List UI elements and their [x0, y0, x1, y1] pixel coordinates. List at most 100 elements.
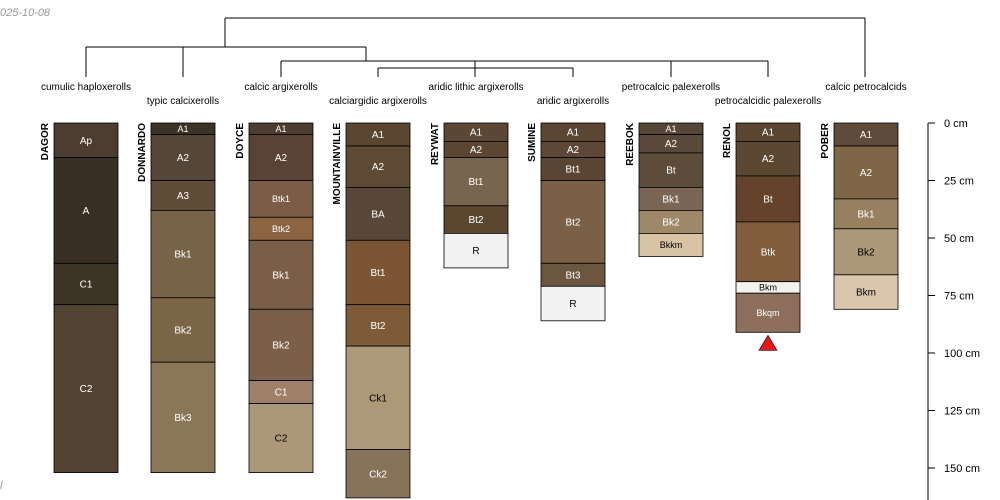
- horizon-label: Bk1: [662, 194, 680, 205]
- horizon-label: Bt1: [565, 165, 580, 176]
- horizon-btk: [735, 221, 801, 283]
- depth-tick-label: 150 cm: [944, 463, 980, 475]
- horizon-label: A3: [177, 191, 190, 202]
- horizon-label: Btk1: [272, 194, 290, 204]
- horizon-label: A2: [470, 145, 483, 156]
- profile-reebok: petrocalcic palexerolls REEBOK A1 A2 Bt Bk1 Bk…: [622, 82, 720, 257]
- profile-sumine: aridic argixerolls SUMINE A1 A2 Bt1 Bt2 Bt3 R: [527, 96, 609, 322]
- horizon-label: Bt1: [370, 268, 385, 279]
- profile-mountainville: calciargidic argixerolls MOUNTAINVILLE A1 A…: [329, 96, 427, 499]
- horizon-bt1: [443, 157, 509, 207]
- profile-name: REYWAT: [430, 123, 441, 165]
- taxon-label: calciargidic argixerolls: [329, 96, 427, 107]
- horizon-label: R: [472, 246, 479, 257]
- horizon-label: A1: [762, 128, 775, 139]
- horizon-label: A1: [665, 124, 676, 134]
- horizon-label: Bt1: [468, 177, 483, 188]
- horizon-bk2: [833, 228, 899, 276]
- horizon-btk1: [248, 180, 314, 218]
- date-stamp: 025-10-08: [0, 7, 51, 19]
- horizon-ap: [53, 122, 119, 158]
- profile-name: DONNARDO: [137, 123, 148, 182]
- horizon-label: Bk2: [174, 326, 192, 337]
- corner-mark: l: [0, 480, 3, 492]
- horizon-r: [540, 285, 606, 322]
- horizon-label: Ck1: [369, 393, 387, 404]
- horizon-bk1: [248, 239, 314, 310]
- profile-pober: calcic petrocalcids POBER A1 A2 Bk1 Bk2 Bkm: [820, 82, 907, 310]
- taxon-label: aridic lithic argixerolls: [428, 82, 523, 93]
- horizon-label: Btk: [761, 247, 776, 258]
- horizon-label: C1: [80, 280, 93, 291]
- horizon-bt2: [345, 304, 411, 347]
- horizon-label: A2: [567, 145, 580, 156]
- horizon-label: A1: [177, 124, 188, 134]
- taxon-label: calcic petrocalcids: [825, 82, 906, 93]
- horizon-ck2: [345, 449, 411, 499]
- horizon-a3: [150, 180, 216, 211]
- depth-tick-label: 100 cm: [944, 348, 980, 360]
- horizon-label: Ck2: [369, 469, 387, 480]
- horizon-label: Bk2: [272, 340, 290, 351]
- horizon-label: A2: [860, 168, 873, 179]
- depth-tick-label: 50 cm: [944, 233, 974, 245]
- profile-name: MOUNTAINVILLE: [332, 123, 343, 205]
- taxon-label: calcic argixerolls: [244, 82, 317, 93]
- horizon-label: Bt3: [565, 270, 580, 281]
- horizon-label: A2: [275, 153, 288, 164]
- horizon-ck1: [345, 345, 411, 451]
- horizon-label: Btk2: [272, 224, 290, 234]
- horizon-label: A1: [567, 128, 580, 139]
- horizon-bt: [735, 175, 801, 223]
- horizon-label: A2: [665, 139, 678, 150]
- horizon-r: [443, 232, 509, 269]
- horizon-label: C2: [80, 384, 93, 395]
- horizon-label: Bk2: [857, 247, 875, 258]
- horizon-bkkm: [638, 232, 704, 257]
- taxon-label: typic calcixerolls: [147, 96, 219, 107]
- horizon-label: Bkqm: [756, 308, 779, 318]
- horizon-a2: [150, 134, 216, 181]
- horizon-label: Bkm: [759, 283, 777, 293]
- profile-name: DAGOR: [40, 122, 51, 160]
- depth-tick-label: 125 cm: [944, 406, 980, 418]
- horizon-label: A1: [470, 128, 483, 139]
- horizon-bt2: [540, 180, 606, 264]
- horizon-label: Bk3: [174, 413, 192, 424]
- horizon-label: Bkm: [856, 288, 876, 299]
- horizon-label: A1: [275, 124, 286, 134]
- horizon-label: A2: [177, 153, 190, 164]
- horizon-label: Bt2: [370, 321, 385, 332]
- profile-name: SUMINE: [527, 123, 538, 162]
- horizon-label: Bt: [763, 194, 773, 205]
- horizon-label: A1: [860, 130, 873, 141]
- taxon-label: aridic argixerolls: [537, 96, 609, 107]
- horizon-label: BA: [371, 209, 385, 220]
- horizon-bkqm: [735, 292, 801, 333]
- horizon-bt: [638, 152, 704, 188]
- horizon-label: C2: [275, 434, 288, 445]
- horizon-label: R: [569, 299, 576, 310]
- horizon-a2: [345, 145, 411, 188]
- horizon-bk3: [150, 361, 216, 474]
- profile-reywat: aridic lithic argixerolls REYWAT A1 A2 Bt1 Bt…: [428, 82, 524, 269]
- horizon-label: Bt2: [468, 215, 483, 226]
- horizon-label: A2: [372, 162, 385, 173]
- horizon-bk1: [150, 209, 216, 299]
- horizon-label: C1: [275, 388, 288, 399]
- horizon-ba: [345, 186, 411, 241]
- horizon-c2: [53, 304, 119, 474]
- horizon-bt1: [345, 239, 411, 306]
- horizon-a2: [735, 140, 801, 177]
- depth-tick-label: 25 cm: [944, 176, 974, 188]
- profile-donnardo: typic calcixerolls DONNARDO A1 A2 A3 Bk1 Bk2 Bk…: [137, 96, 219, 474]
- horizon-label: Ap: [80, 136, 93, 147]
- horizon-bk2: [150, 297, 216, 363]
- horizon-label: Bkkm: [660, 240, 683, 250]
- horizon-label: Bk1: [857, 209, 875, 220]
- horizon-bk1: [833, 198, 899, 230]
- horizon-label: Bk1: [272, 270, 290, 281]
- profile-name: POBER: [820, 122, 831, 158]
- lithic-contact-marker: [758, 334, 778, 351]
